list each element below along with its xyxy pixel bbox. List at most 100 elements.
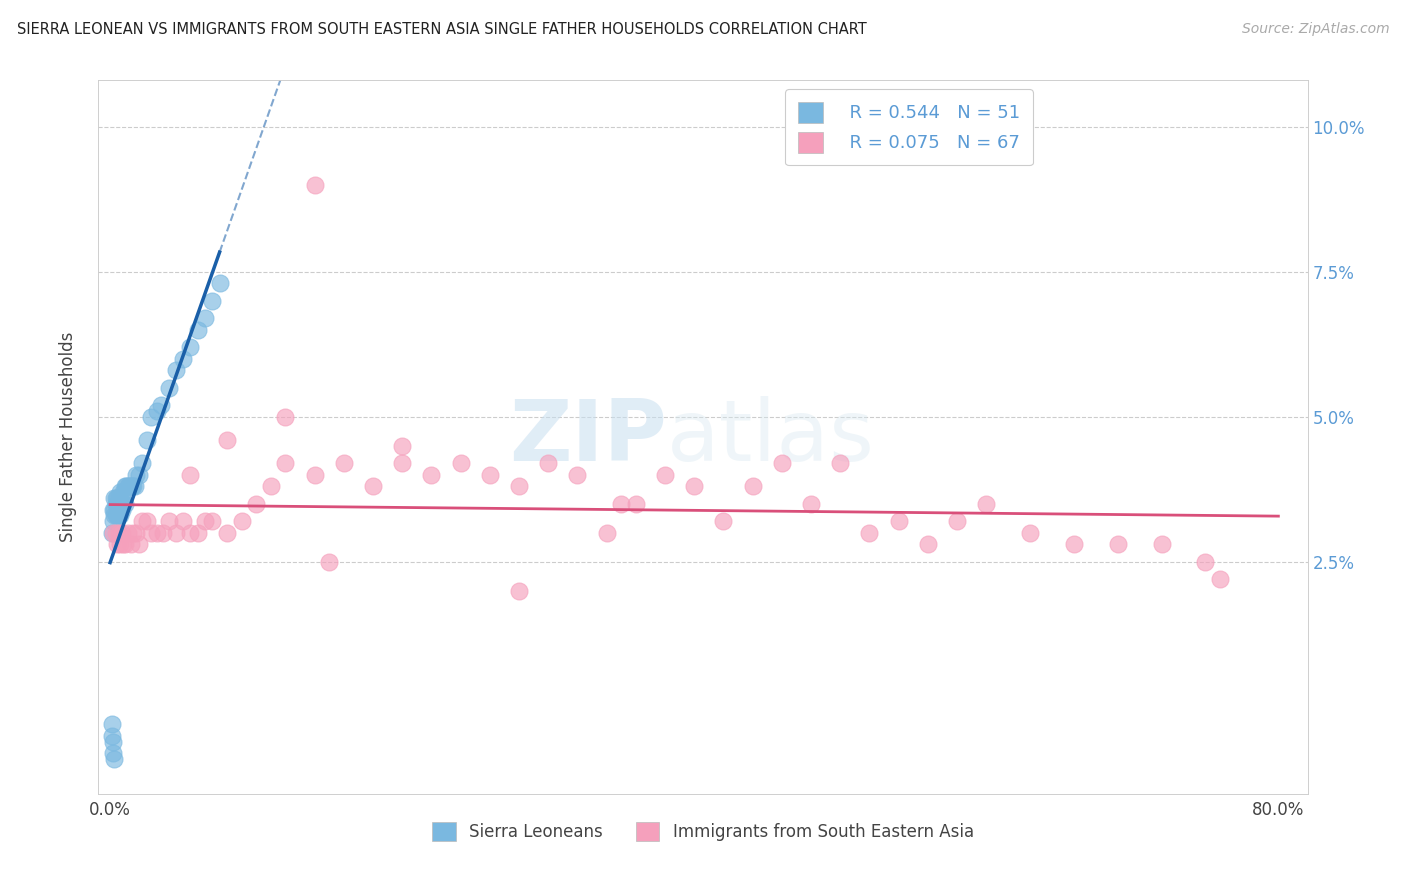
Point: [274, 456, 297, 470]
Point: [654, 467, 676, 482]
Point: [139, 409, 162, 424]
Point: [332, 456, 354, 470]
Point: [104, 525, 127, 540]
Point: [1209, 572, 1232, 586]
Point: [112, 497, 135, 511]
Point: [114, 497, 136, 511]
Point: [208, 277, 231, 291]
Point: [103, 491, 125, 505]
Point: [101, 514, 124, 528]
Text: atlas: atlas: [666, 395, 875, 479]
Point: [304, 178, 326, 192]
Point: [121, 479, 143, 493]
Point: [231, 514, 253, 528]
Point: [110, 497, 132, 511]
Point: [741, 479, 763, 493]
Point: [610, 497, 633, 511]
Point: [450, 456, 472, 470]
Point: [104, 508, 127, 523]
Point: [1194, 555, 1216, 569]
Point: [128, 537, 150, 551]
Point: [179, 340, 201, 354]
Point: [194, 514, 217, 528]
Point: [124, 479, 146, 493]
Point: [108, 491, 131, 505]
Point: [624, 497, 647, 511]
Point: [108, 525, 131, 540]
Point: [420, 467, 443, 482]
Point: [120, 537, 142, 551]
Point: [391, 456, 413, 470]
Point: [131, 514, 153, 528]
Point: [917, 537, 939, 551]
Point: [139, 525, 162, 540]
Point: [114, 537, 136, 551]
Point: [201, 514, 224, 528]
Point: [120, 479, 142, 493]
Point: [110, 508, 132, 523]
Point: [125, 525, 148, 540]
Point: [172, 351, 194, 366]
Point: [187, 323, 209, 337]
Point: [157, 381, 180, 395]
Point: [974, 497, 997, 511]
Point: [318, 555, 340, 569]
Point: [114, 479, 136, 493]
Point: [110, 537, 132, 551]
Point: [508, 583, 530, 598]
Point: [100, 729, 122, 743]
Point: [101, 502, 124, 516]
Point: [103, 508, 125, 523]
Point: [165, 525, 187, 540]
Point: [103, 502, 125, 516]
Point: [830, 456, 852, 470]
Point: [118, 479, 141, 493]
Point: [179, 467, 201, 482]
Point: [100, 525, 122, 540]
Point: [117, 525, 139, 540]
Point: [111, 491, 134, 505]
Point: [108, 508, 131, 523]
Point: [100, 717, 122, 731]
Point: [245, 497, 267, 511]
Point: [150, 398, 173, 412]
Text: ZIP: ZIP: [509, 395, 666, 479]
Point: [146, 525, 169, 540]
Point: [1063, 537, 1085, 551]
Point: [179, 525, 201, 540]
Y-axis label: Single Father Households: Single Father Households: [59, 332, 77, 542]
Point: [194, 311, 217, 326]
Point: [101, 734, 124, 748]
Point: [595, 525, 617, 540]
Point: [131, 456, 153, 470]
Point: [537, 456, 560, 470]
Point: [770, 456, 793, 470]
Point: [101, 525, 124, 540]
Point: [128, 467, 150, 482]
Point: [274, 409, 297, 424]
Point: [122, 525, 145, 540]
Point: [858, 525, 880, 540]
Point: [104, 497, 127, 511]
Point: [887, 514, 910, 528]
Point: [567, 467, 589, 482]
Point: [946, 514, 969, 528]
Point: [187, 525, 209, 540]
Point: [157, 514, 180, 528]
Point: [112, 485, 135, 500]
Point: [683, 479, 706, 493]
Point: [117, 479, 139, 493]
Point: [101, 746, 124, 760]
Point: [304, 467, 326, 482]
Point: [478, 467, 501, 482]
Point: [508, 479, 530, 493]
Point: [172, 514, 194, 528]
Point: [146, 404, 169, 418]
Point: [260, 479, 283, 493]
Point: [107, 491, 129, 505]
Point: [215, 433, 238, 447]
Point: [1107, 537, 1129, 551]
Point: [107, 537, 129, 551]
Point: [800, 497, 823, 511]
Point: [103, 752, 125, 766]
